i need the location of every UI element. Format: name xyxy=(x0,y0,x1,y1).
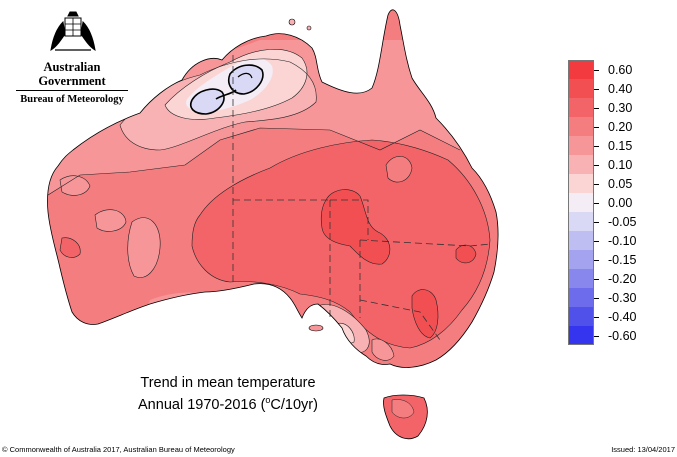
legend-label: -0.10 xyxy=(608,233,637,248)
legend-swatch xyxy=(568,117,594,136)
legend-tick xyxy=(594,183,599,185)
legend-frame xyxy=(568,60,594,345)
title-degree-sup: o xyxy=(265,395,271,405)
legend-tick xyxy=(594,88,599,90)
legend-tick xyxy=(594,297,599,299)
legend-tick xyxy=(594,126,599,128)
title-line-2: Annual 1970-2016 (oC/10yr) xyxy=(108,392,348,414)
legend-swatch xyxy=(568,136,594,155)
legend-swatch xyxy=(568,307,594,326)
government-logo: Australian Government Bureau of Meteorol… xyxy=(12,60,132,106)
legend-swatch xyxy=(568,269,594,288)
legend-swatch xyxy=(568,98,594,117)
legend-tick xyxy=(594,202,599,204)
legend-tick xyxy=(594,69,599,71)
government-name: Australian Government xyxy=(38,60,106,88)
legend-label: 0.05 xyxy=(608,176,633,191)
copyright-text: © Commonwealth of Australia 2017, Austra… xyxy=(2,445,235,454)
legend-label: -0.30 xyxy=(608,290,637,305)
legend-label: -0.60 xyxy=(608,328,637,343)
legend-tick xyxy=(594,240,599,242)
map-title: Trend in mean temperature Annual 1970-20… xyxy=(108,375,348,414)
legend-tick xyxy=(594,259,599,261)
coat-of-arms-icon xyxy=(50,11,96,52)
legend-swatch xyxy=(568,288,594,307)
legend-swatch xyxy=(568,155,594,174)
legend-swatch xyxy=(568,250,594,269)
legend-swatch xyxy=(568,326,594,345)
legend-label: 0.20 xyxy=(608,119,633,134)
issued-date: Issued: 13/04/2017 xyxy=(611,445,675,454)
title-line-2-prefix: Annual 1970-2016 ( xyxy=(138,396,266,413)
legend-tick xyxy=(594,145,599,147)
title-line-1: Trend in mean temperature xyxy=(140,375,316,391)
legend-tick xyxy=(594,316,599,318)
legend-label: 0.10 xyxy=(608,157,633,172)
legend-label: 0.15 xyxy=(608,138,633,153)
legend-label: 0.40 xyxy=(608,81,633,96)
legend-tick xyxy=(594,335,599,337)
legend-label: -0.40 xyxy=(608,309,637,324)
legend-tick xyxy=(594,221,599,223)
legend-tick xyxy=(594,164,599,166)
bureau-name: Bureau of Meteorology xyxy=(20,94,124,105)
legend-swatch xyxy=(568,212,594,231)
legend-tick xyxy=(594,278,599,280)
legend-label: -0.05 xyxy=(608,214,637,229)
legend-swatch xyxy=(568,193,594,212)
logo-divider xyxy=(16,90,128,91)
legend-label: 0.60 xyxy=(608,62,633,77)
legend-label: -0.20 xyxy=(608,271,637,286)
legend-label: 0.00 xyxy=(608,195,633,210)
legend-swatch xyxy=(568,231,594,250)
legend-swatch xyxy=(568,79,594,98)
title-unit: C/10yr) xyxy=(270,396,318,413)
legend-label: 0.30 xyxy=(608,100,633,115)
legend-swatch xyxy=(568,174,594,193)
legend-label: -0.15 xyxy=(608,252,637,267)
legend-tick xyxy=(594,107,599,109)
legend-swatch xyxy=(568,60,594,79)
